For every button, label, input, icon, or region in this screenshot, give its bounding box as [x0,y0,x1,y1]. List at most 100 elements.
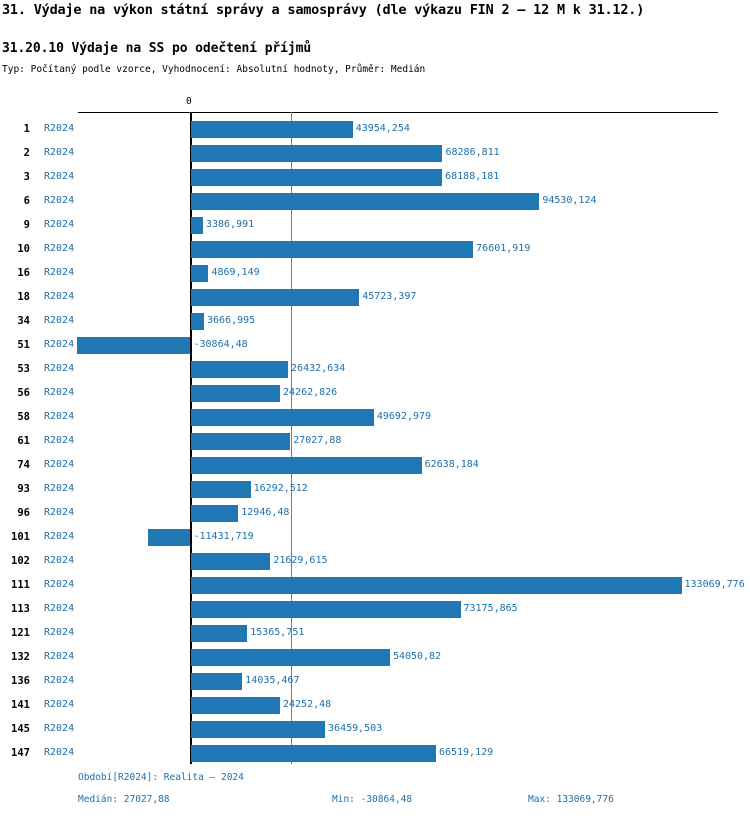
chart-row[interactable]: 18 R2024 45723,397 [0,286,750,310]
bar[interactable] [190,577,682,594]
bar-value-label: 94530,124 [542,195,597,206]
chart-row[interactable]: 121 R2024 15365,751 [0,622,750,646]
bar[interactable] [190,265,209,282]
bar-value-label: 26432,634 [291,363,346,374]
bar-value-label: 21629,615 [273,555,328,566]
bar-value-label: 73175,865 [463,603,518,614]
chart-row[interactable]: 51 R2024 -30864,48 [0,334,750,358]
bar[interactable] [190,625,248,642]
row-series-label: R2024 [44,483,75,494]
bar[interactable] [76,337,191,354]
chart-row[interactable]: 93 R2024 16292,512 [0,478,750,502]
bar-value-label: 66519,129 [438,747,494,758]
row-index-label: 93 [17,483,30,495]
bar-value-label: 14035,467 [245,675,300,686]
chart-row[interactable]: 145 R2024 36459,503 [0,718,750,742]
row-series-label: R2024 [44,291,75,302]
bar-value-label: 12946,48 [241,507,290,518]
chart-row[interactable]: 101 R2024 -11431,719 [0,526,750,550]
bar[interactable] [190,721,326,738]
row-index-label: 113 [11,603,30,615]
stat-min: Min: -30864,48 [332,794,413,805]
bar[interactable] [190,241,474,258]
chart-row[interactable]: 34 R2024 3666,995 [0,310,750,334]
chart-row[interactable]: 102 R2024 21629,615 [0,550,750,574]
bar[interactable] [190,601,461,618]
bar-value-label: -30864,48 [193,339,248,350]
bar[interactable] [190,193,540,210]
bar[interactable] [190,649,390,666]
row-index-label: 53 [17,363,30,375]
chart-row[interactable]: 136 R2024 14035,467 [0,670,750,694]
row-index-label: 1 [23,123,30,135]
row-series-label: R2024 [44,723,75,734]
chart-row[interactable]: 111 R2024 133069,776 [0,574,750,598]
bar-value-label: 24252,48 [282,699,332,710]
bar[interactable] [190,361,289,378]
bar-value-label: 24262,826 [283,387,338,398]
bar[interactable] [190,553,271,570]
chart-row[interactable]: 58 R2024 49692,979 [0,406,750,430]
bar[interactable] [190,385,281,402]
row-index-label: 2 [23,147,30,159]
chart-row[interactable]: 56 R2024 24262,826 [0,382,750,406]
row-series-label: R2024 [44,675,75,686]
row-series-label: R2024 [44,363,75,374]
bar[interactable] [190,697,280,714]
chart-row[interactable]: 1 R2024 43954,254 [0,118,750,142]
row-index-label: 101 [11,531,30,543]
row-series-label: R2024 [44,555,75,566]
chart-row[interactable]: 3 R2024 68188,181 [0,166,750,190]
row-series-label: R2024 [44,387,75,398]
bar[interactable] [148,529,191,546]
bar[interactable] [190,169,443,186]
chart-row[interactable]: 113 R2024 73175,865 [0,598,750,622]
stat-median: Medián: 27027,88 [78,794,170,805]
row-series-label: R2024 [44,435,75,446]
bar[interactable] [190,289,360,306]
chart-row[interactable]: 10 R2024 76601,919 [0,238,750,262]
bar[interactable] [190,409,374,426]
bar-value-label: 16292,512 [253,483,308,494]
chart-row[interactable]: 96 R2024 12946,48 [0,502,750,526]
row-index-label: 58 [17,411,30,423]
bar[interactable] [190,457,422,474]
bar-value-label: 68188,181 [445,171,500,182]
bar[interactable] [190,121,353,138]
bar[interactable] [190,745,436,762]
chart-row[interactable]: 147 R2024 66519,129 [0,742,750,766]
row-series-label: R2024 [44,531,75,542]
bar[interactable] [190,505,239,522]
row-index-label: 111 [11,579,30,591]
row-index-label: 136 [11,675,30,687]
bar[interactable] [190,433,291,450]
axis-tick-label-zero: 0 [186,96,192,107]
row-index-label: 10 [17,243,30,255]
bar[interactable] [190,313,205,330]
bar[interactable] [190,673,243,690]
stat-max: Max: 133069,776 [528,794,614,805]
page-title: 31. Výdaje na výkon státní správy a samo… [2,2,645,18]
row-index-label: 141 [11,699,30,711]
row-series-label: R2024 [44,123,75,134]
chart-row[interactable]: 16 R2024 4869,149 [0,262,750,286]
chart-row[interactable]: 9 R2024 3386,991 [0,214,750,238]
bar-value-label: 3386,991 [205,219,255,230]
bar-value-label: 15365,751 [250,627,305,638]
chart-row[interactable]: 6 R2024 94530,124 [0,190,750,214]
row-index-label: 132 [11,651,30,663]
chart-row[interactable]: 74 R2024 62638,184 [0,454,750,478]
row-index-label: 34 [17,315,30,327]
chart-row[interactable]: 61 R2024 27027,88 [0,430,750,454]
bar-value-label: 62638,184 [424,459,479,470]
chart-row[interactable]: 53 R2024 26432,634 [0,358,750,382]
bar[interactable] [190,145,443,162]
chart-row[interactable]: 2 R2024 68286,811 [0,142,750,166]
chart-row[interactable]: 132 R2024 54050,82 [0,646,750,670]
bar[interactable] [190,217,203,234]
chart-row[interactable]: 141 R2024 24252,48 [0,694,750,718]
bar-value-label: 36459,503 [328,723,383,734]
bar[interactable] [190,481,251,498]
row-index-label: 16 [17,267,30,279]
axis-top-line [78,112,718,113]
